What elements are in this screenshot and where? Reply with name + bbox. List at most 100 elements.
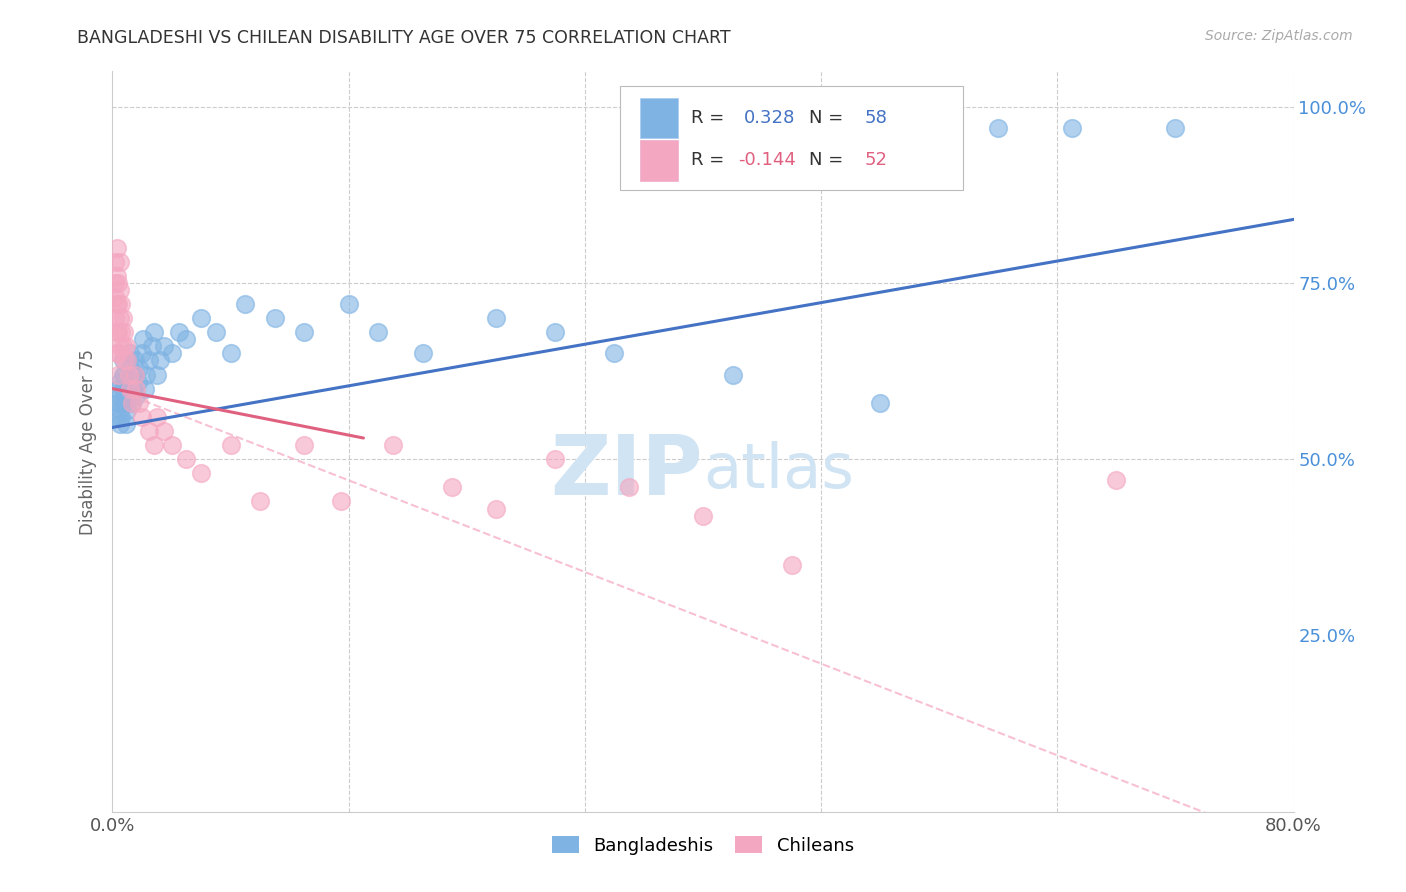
Point — [780, 558, 803, 572]
Point — [124, 353, 146, 368]
Point — [174, 452, 197, 467]
Point — [108, 339, 131, 353]
Legend: Bangladeshis, Chileans: Bangladeshis, Chileans — [544, 829, 862, 862]
Point — [721, 368, 744, 382]
Point — [135, 368, 157, 382]
Point — [104, 276, 127, 290]
Point — [692, 508, 714, 523]
Point — [153, 339, 176, 353]
Point — [117, 353, 138, 368]
Point — [292, 438, 315, 452]
Point — [118, 375, 141, 389]
Text: R =: R = — [692, 109, 730, 127]
Point — [120, 346, 142, 360]
Point — [112, 368, 135, 382]
Point — [108, 283, 131, 297]
Point — [122, 382, 145, 396]
Point — [330, 494, 353, 508]
Point — [117, 402, 138, 417]
Point — [138, 353, 160, 368]
Point — [110, 325, 132, 339]
Point — [112, 396, 135, 410]
Point — [108, 402, 131, 417]
Point — [105, 409, 128, 424]
FancyBboxPatch shape — [640, 140, 678, 180]
Point — [292, 325, 315, 339]
Point — [128, 396, 150, 410]
Point — [111, 382, 134, 396]
Point — [219, 438, 242, 452]
Point — [121, 396, 143, 410]
Point — [105, 268, 128, 283]
Point — [107, 297, 129, 311]
Point — [174, 332, 197, 346]
Point — [131, 409, 153, 424]
Point — [125, 389, 148, 403]
Point — [108, 389, 131, 403]
Point — [128, 360, 150, 375]
Point — [108, 311, 131, 326]
Point — [111, 368, 134, 382]
Point — [108, 417, 131, 431]
Point — [153, 424, 176, 438]
Point — [105, 297, 128, 311]
Point — [120, 382, 142, 396]
Point — [134, 382, 156, 396]
Point — [107, 368, 129, 382]
Point — [120, 360, 142, 375]
Point — [142, 325, 165, 339]
Point — [124, 368, 146, 382]
Point — [382, 438, 405, 452]
Point — [127, 375, 149, 389]
Text: ZIP: ZIP — [551, 431, 703, 512]
Point — [104, 290, 127, 304]
Point — [132, 332, 155, 346]
Text: 58: 58 — [865, 109, 887, 127]
Point — [264, 311, 287, 326]
Point — [1164, 120, 1187, 135]
Point — [114, 417, 136, 431]
Point — [141, 339, 163, 353]
Point — [367, 325, 389, 339]
Point — [121, 396, 143, 410]
Point — [138, 424, 160, 438]
Point — [105, 346, 128, 360]
Text: BANGLADESHI VS CHILEAN DISABILITY AGE OVER 75 CORRELATION CHART: BANGLADESHI VS CHILEAN DISABILITY AGE OV… — [77, 29, 731, 46]
Point — [190, 467, 212, 481]
Point — [619, 480, 641, 494]
Point — [110, 297, 132, 311]
FancyBboxPatch shape — [620, 87, 963, 190]
Point — [110, 396, 132, 410]
Point — [190, 311, 212, 326]
Point — [603, 346, 626, 360]
Point — [987, 120, 1010, 135]
Point — [146, 368, 169, 382]
Point — [105, 325, 128, 339]
Point — [112, 382, 135, 396]
Point — [108, 254, 131, 268]
Point — [124, 368, 146, 382]
Text: 52: 52 — [865, 152, 887, 169]
Point — [117, 389, 138, 403]
Point — [441, 480, 464, 494]
Point — [142, 438, 165, 452]
Point — [205, 325, 228, 339]
Point — [249, 494, 271, 508]
Point — [869, 396, 891, 410]
Point — [104, 254, 127, 268]
Point — [112, 325, 135, 339]
Point — [411, 346, 433, 360]
Point — [110, 409, 132, 424]
Point — [1062, 120, 1084, 135]
Point — [105, 241, 128, 255]
Point — [107, 346, 129, 360]
Point — [167, 325, 190, 339]
Point — [233, 297, 256, 311]
FancyBboxPatch shape — [640, 97, 678, 138]
Text: N =: N = — [810, 109, 849, 127]
Point — [219, 346, 242, 360]
Text: -0.144: -0.144 — [738, 152, 796, 169]
Point — [337, 297, 360, 311]
Point — [160, 438, 183, 452]
Text: 0.328: 0.328 — [744, 109, 796, 127]
